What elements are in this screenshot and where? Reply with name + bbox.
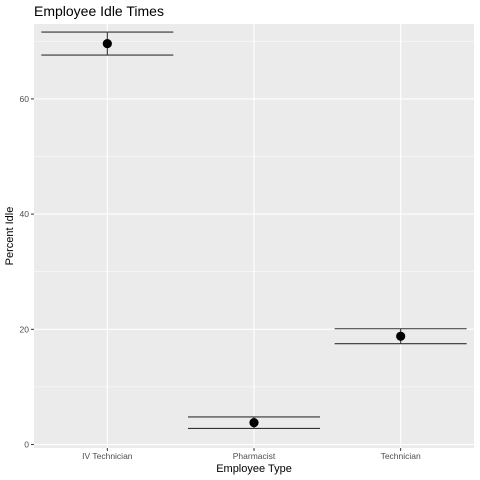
x-tick-labels: IV Technician Pharmacist Technician	[82, 451, 421, 461]
x-tick-label: IV Technician	[82, 451, 133, 461]
mean-point	[396, 331, 406, 341]
x-tick-label: Technician	[381, 451, 421, 461]
y-tick-label: 60	[20, 94, 30, 104]
y-tick-label: 40	[20, 209, 30, 219]
major-gridlines	[34, 24, 474, 448]
chart-title: Employee Idle Times	[34, 3, 164, 19]
mean-point	[249, 418, 259, 428]
x-axis-title: Employee Type	[216, 463, 292, 475]
points	[102, 38, 406, 428]
y-tick-labels: 0 20 40 60	[20, 94, 30, 450]
y-tick-label: 20	[20, 324, 30, 334]
y-tick-label: 0	[24, 440, 29, 450]
mean-point	[102, 38, 112, 49]
x-tick-label: Pharmacist	[233, 451, 276, 461]
y-axis-title: Percent Idle	[4, 207, 16, 266]
axis-ticks	[31, 98, 402, 451]
